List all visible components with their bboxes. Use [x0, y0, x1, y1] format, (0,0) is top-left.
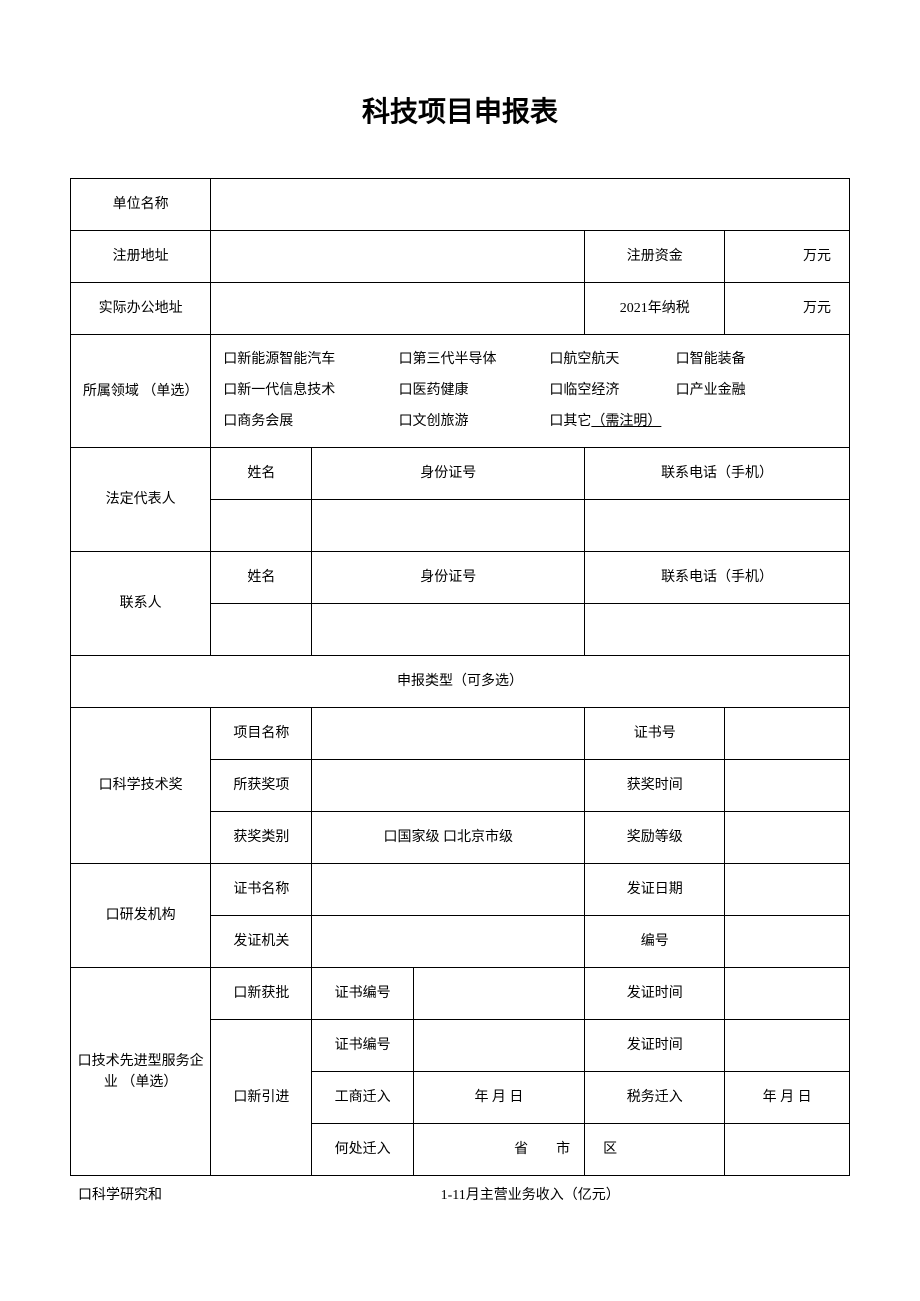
label-legal-rep: 法定代表人 — [71, 448, 211, 552]
checkbox-commerce[interactable]: 口商务会展 — [223, 407, 395, 438]
input-contact-name[interactable] — [211, 604, 312, 656]
label-where-in: 何处迁入 — [312, 1124, 413, 1176]
label-serial-no: 编号 — [585, 916, 725, 968]
input-where-blank[interactable] — [725, 1124, 850, 1176]
label-unit-name: 单位名称 — [71, 179, 211, 231]
label-award-time: 获奖时间 — [585, 760, 725, 812]
input-issue-time-2[interactable] — [725, 1020, 850, 1072]
checkbox-new-intro[interactable]: 口新引进 — [211, 1020, 312, 1176]
label-commerce-in: 工商迁入 — [312, 1072, 413, 1124]
input-prov-city[interactable]: 省 市 — [413, 1124, 584, 1176]
input-reg-address[interactable] — [211, 231, 585, 283]
label-legal-phone: 联系电话（手机） — [585, 448, 850, 500]
footer-row: 口科学研究和 1-11月主营业务收入（亿元） — [70, 1184, 850, 1204]
label-revenue: 1-11月主营业务收入（亿元） — [210, 1184, 850, 1204]
label-issue-date: 发证日期 — [585, 864, 725, 916]
checkbox-rd-org[interactable]: 口研发机构 — [71, 864, 211, 968]
label-cert-serial-1: 证书编号 — [312, 968, 413, 1020]
label-cert-name: 证书名称 — [211, 864, 312, 916]
label-tax-year: 2021年纳税 — [585, 283, 725, 335]
input-proj-name[interactable] — [312, 708, 585, 760]
label-reg-address: 注册地址 — [71, 231, 211, 283]
label-office-address: 实际办公地址 — [71, 283, 211, 335]
input-award-level[interactable] — [725, 812, 850, 864]
input-office-address[interactable] — [211, 283, 585, 335]
input-issue-time-1[interactable] — [725, 968, 850, 1020]
input-award-item[interactable] — [312, 760, 585, 812]
checkbox-smart-equipment[interactable]: 口智能装备 — [676, 345, 746, 376]
label-cert-no: 证书号 — [585, 708, 725, 760]
label-contact: 联系人 — [71, 552, 211, 656]
input-serial-no[interactable] — [725, 916, 850, 968]
label-award-level: 奖励等级 — [585, 812, 725, 864]
label-contact-phone: 联系电话（手机） — [585, 552, 850, 604]
input-contact-id[interactable] — [312, 604, 585, 656]
label-issue-org: 发证机关 — [211, 916, 312, 968]
label-apply-type: 申报类型（可多选） — [71, 656, 850, 708]
label-legal-name: 姓名 — [211, 448, 312, 500]
checkbox-sci-award[interactable]: 口科学技术奖 — [71, 708, 211, 864]
label-proj-name: 项目名称 — [211, 708, 312, 760]
input-tax-in[interactable]: 年 月 日 — [725, 1072, 850, 1124]
input-legal-name[interactable] — [211, 500, 312, 552]
checkbox-award-cat[interactable]: 口国家级 口北京市级 — [312, 812, 585, 864]
checkbox-new-approved[interactable]: 口新获批 — [211, 968, 312, 1020]
input-cert-serial-2[interactable] — [413, 1020, 584, 1072]
label-domain: 所属领域 （单选） — [71, 335, 211, 448]
domain-options-cell[interactable]: 口新能源智能汽车 口第三代半导体 口航空航天 口智能装备 口新一代信息技术 口医… — [211, 335, 850, 448]
input-cert-no[interactable] — [725, 708, 850, 760]
checkbox-culture-tourism[interactable]: 口文创旅游 — [399, 407, 546, 438]
label-contact-name: 姓名 — [211, 552, 312, 604]
page-title: 科技项目申报表 — [70, 90, 850, 130]
input-issue-org[interactable] — [312, 916, 585, 968]
input-award-time[interactable] — [725, 760, 850, 812]
checkbox-other[interactable]: 口其它（需注明） — [549, 407, 661, 438]
input-legal-id[interactable] — [312, 500, 585, 552]
label-issue-time-1: 发证时间 — [585, 968, 725, 1020]
input-reg-capital[interactable]: 万元 — [725, 231, 850, 283]
label-tax-in: 税务迁入 — [585, 1072, 725, 1124]
checkbox-semiconductor[interactable]: 口第三代半导体 — [399, 345, 546, 376]
label-award-item: 所获奖项 — [211, 760, 312, 812]
input-cert-serial-1[interactable] — [413, 968, 584, 1020]
application-form-table: 单位名称 注册地址 注册资金 万元 实际办公地址 2021年纳税 万元 所属领域… — [70, 178, 850, 1176]
checkbox-sci-research[interactable]: 口科学研究和 — [70, 1184, 210, 1204]
checkbox-aerospace[interactable]: 口航空航天 — [549, 345, 672, 376]
label-issue-time-2: 发证时间 — [585, 1020, 725, 1072]
input-issue-date[interactable] — [725, 864, 850, 916]
checkbox-it[interactable]: 口新一代信息技术 — [223, 376, 395, 407]
input-district[interactable]: 区 — [585, 1124, 725, 1176]
input-unit-name[interactable] — [211, 179, 850, 231]
label-contact-id: 身份证号 — [312, 552, 585, 604]
checkbox-new-energy-auto[interactable]: 口新能源智能汽车 — [223, 345, 395, 376]
input-cert-name[interactable] — [312, 864, 585, 916]
input-legal-phone[interactable] — [585, 500, 850, 552]
label-cert-serial-2: 证书编号 — [312, 1020, 413, 1072]
input-tax-year[interactable]: 万元 — [725, 283, 850, 335]
label-reg-capital: 注册资金 — [585, 231, 725, 283]
checkbox-airport-economy[interactable]: 口临空经济 — [549, 376, 672, 407]
input-contact-phone[interactable] — [585, 604, 850, 656]
checkbox-tech-adv[interactable]: 口技术先进型服务企业 （单选） — [71, 968, 211, 1176]
checkbox-health[interactable]: 口医药健康 — [399, 376, 546, 407]
input-commerce-in[interactable]: 年 月 日 — [413, 1072, 584, 1124]
label-legal-id: 身份证号 — [312, 448, 585, 500]
label-award-cat: 获奖类别 — [211, 812, 312, 864]
checkbox-finance[interactable]: 口产业金融 — [676, 376, 746, 407]
